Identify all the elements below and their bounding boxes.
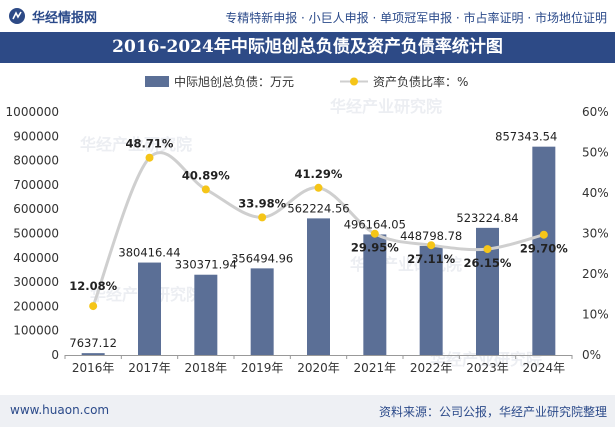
x-tick-label: 2021年	[354, 361, 397, 375]
x-tick-label: 2016年	[72, 361, 115, 375]
y-left-tick-label: 500000	[13, 227, 59, 241]
bar-value-label: 562224.56	[287, 201, 349, 215]
y-right-tick-label: 60%	[582, 105, 609, 119]
ratio-value-label: 29.95%	[351, 241, 399, 255]
y-left-tick-label: 1000000	[6, 105, 59, 119]
y-left-tick-label: 0	[51, 348, 59, 362]
chart-title: 2016-2024年中际旭创总负债及资产负债率统计图	[112, 37, 503, 57]
bar	[419, 245, 443, 355]
x-tick-label: 2019年	[241, 361, 284, 375]
x-tick-label: 2022年	[410, 361, 453, 375]
y-left-tick-label: 800000	[13, 154, 59, 168]
chart-svg: 华经产业研究院华经产业研究院华经产业研究院华经产业研究院华经产业研究院中际旭创总…	[6, 74, 609, 375]
x-tick-label: 2024年	[523, 361, 566, 375]
y-right-tick-label: 10%	[582, 308, 609, 322]
bar	[81, 353, 105, 355]
watermark-text: 华经产业研究院	[80, 135, 192, 154]
bar	[363, 234, 387, 355]
ratio-value-label: 33.98%	[238, 196, 286, 210]
footer: www.huaon.com 资料来源：公司公报，华经产业研究院整理	[0, 395, 615, 427]
bar-value-label: 496164.05	[344, 217, 406, 231]
bar-value-label: 857343.54	[495, 130, 557, 144]
bar-value-label: 7637.12	[69, 336, 117, 350]
legend-line-marker	[350, 77, 358, 86]
y-left-tick-label: 400000	[13, 251, 59, 265]
y-right-tick-label: 20%	[582, 267, 609, 281]
bar	[532, 146, 556, 355]
bar-value-label: 448798.78	[400, 229, 462, 243]
ratio-value-label: 41.29%	[295, 167, 343, 181]
watermark-text: 华经产业研究院	[330, 97, 442, 116]
y-left-tick-label: 100000	[13, 324, 59, 338]
ratio-value-label: 26.15%	[464, 256, 512, 270]
brand[interactable]: 华经情报网	[8, 6, 97, 26]
bar-value-label: 523224.84	[456, 211, 518, 225]
ratio-point	[89, 302, 98, 311]
bar	[307, 218, 330, 355]
footer-site[interactable]: www.huaon.com	[10, 403, 110, 417]
brand-logo-icon	[9, 8, 25, 24]
bar-value-label: 380416.44	[118, 246, 180, 260]
ratio-point	[314, 183, 323, 192]
legend-line-label: 资产负债比率：%	[373, 74, 468, 89]
bar-value-label: 330371.94	[175, 258, 237, 272]
watermark-text: 华经产业研究院	[430, 350, 542, 369]
ratio-point	[483, 245, 492, 254]
y-right-tick-label: 40%	[582, 186, 609, 200]
ratio-value-label: 40.89%	[182, 168, 230, 182]
ratio-point	[539, 230, 548, 239]
y-right-tick-label: 0%	[582, 348, 601, 362]
legend-bar-label: 中际旭创总负债：万元	[174, 74, 294, 89]
y-left-tick-label: 600000	[13, 202, 59, 216]
ratio-point	[370, 229, 379, 238]
brand-name: 华经情报网	[32, 10, 98, 26]
bar	[476, 227, 499, 355]
ratio-value-label: 12.08%	[69, 279, 117, 293]
footer-source: 资料来源：公司公报，华经产业研究院整理	[378, 405, 607, 419]
y-left-tick-label: 900000	[13, 129, 59, 143]
y-left-tick-label: 200000	[13, 299, 59, 313]
bar-value-label: 356494.96	[231, 251, 293, 265]
ratio-value-label: 27.11%	[407, 252, 455, 266]
top-bar: 华经情报网 专精特新申报 · 小巨人申报 · 单项冠军申报 · 市占率证明 · …	[0, 0, 615, 32]
ratio-point	[145, 153, 154, 162]
ratio-value-label: 29.70%	[520, 242, 568, 256]
header-tagline: 专精特新申报 · 小巨人申报 · 单项冠军申报 · 市占率证明 · 市场地位证明	[225, 11, 607, 25]
y-right-tick-label: 50%	[582, 146, 609, 160]
legend-bar-swatch	[145, 76, 169, 87]
x-tick-label: 2020年	[297, 361, 340, 375]
y-left-tick-label: 700000	[13, 178, 59, 192]
ratio-point	[258, 213, 267, 222]
x-tick-label: 2023年	[466, 361, 509, 375]
x-tick-label: 2018年	[185, 361, 228, 375]
ratio-point	[427, 241, 436, 250]
ratio-point	[201, 185, 210, 194]
title-bar: 2016-2024年中际旭创总负债及资产负债率统计图	[0, 32, 615, 63]
y-left-tick-label: 300000	[13, 275, 59, 289]
x-tick-label: 2017年	[128, 361, 171, 375]
y-right-tick-label: 30%	[582, 227, 609, 241]
bar	[250, 268, 274, 355]
bar	[138, 262, 161, 355]
ratio-value-label: 48.71%	[126, 137, 174, 151]
bar	[194, 274, 218, 355]
